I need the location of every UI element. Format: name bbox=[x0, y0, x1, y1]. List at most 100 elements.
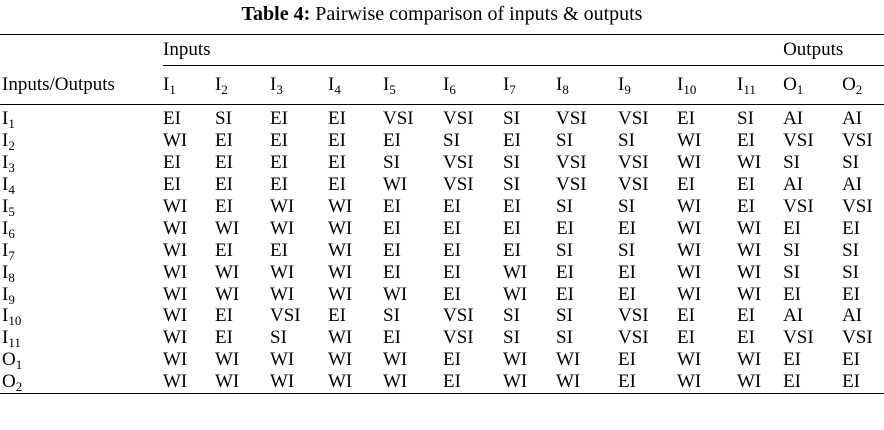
table-cell: WI bbox=[737, 283, 762, 305]
table-cell: SI bbox=[842, 239, 859, 261]
column-header-base: I bbox=[503, 74, 510, 95]
table-cell: VSI bbox=[618, 108, 649, 130]
table-cell: WI bbox=[163, 130, 188, 152]
row-label: I9 bbox=[0, 283, 163, 306]
column-header-subscript: 2 bbox=[221, 82, 228, 97]
table-cell: EI bbox=[783, 283, 801, 305]
row-label: I1 bbox=[0, 105, 163, 130]
table-cell: EI bbox=[677, 327, 695, 349]
table-row: O2 WI WI WI WI WI EI WI WI EI WI WI EI EI bbox=[0, 370, 884, 395]
table-row: O1 WI WI WI WI WI EI WI WI EI WI WI EI EI bbox=[0, 349, 884, 371]
row-label-subscript: 10 bbox=[8, 313, 22, 329]
table-cell: WI bbox=[677, 349, 702, 371]
table-cell: EI bbox=[443, 239, 461, 261]
table-cell: EI bbox=[503, 239, 521, 261]
table-cell: WI bbox=[328, 327, 353, 349]
table-cell: WI bbox=[163, 217, 188, 239]
row-label-base: I bbox=[2, 283, 9, 305]
table-cell: WI bbox=[677, 283, 702, 305]
table-cell: EI bbox=[783, 217, 801, 239]
table-cell: EI bbox=[383, 217, 401, 239]
table-cell: WI bbox=[677, 217, 702, 239]
row-label-subscript: 3 bbox=[8, 160, 15, 176]
table-cell: EI bbox=[842, 217, 860, 239]
inputs-group-label: Inputs bbox=[163, 39, 211, 60]
table-cell: WI bbox=[163, 261, 188, 283]
table-cell: VSI bbox=[783, 327, 814, 349]
row-label-base: I bbox=[2, 130, 9, 152]
column-header-i9: I9 bbox=[618, 65, 677, 105]
table-cell: WI bbox=[503, 283, 528, 305]
table-cell: SI bbox=[503, 327, 520, 349]
table-cell: EI bbox=[163, 152, 181, 174]
row-label-base: I bbox=[2, 305, 9, 327]
table-cell: SI bbox=[503, 152, 520, 174]
table-cell: EI bbox=[383, 239, 401, 261]
table-cell: AI bbox=[842, 305, 863, 327]
column-header-base: I bbox=[328, 74, 335, 95]
table-cell: SI bbox=[556, 239, 573, 261]
table-cell: SI bbox=[842, 152, 859, 174]
table-cell: EI bbox=[270, 130, 288, 152]
table-cell: VSI bbox=[618, 174, 649, 196]
table-cell: EI bbox=[328, 174, 346, 196]
table-cell: WI bbox=[270, 196, 295, 217]
table-cell: WI bbox=[270, 283, 295, 305]
table-cell: VSI bbox=[556, 174, 587, 196]
pairwise-comparison-table: Inputs Outputs Inputs/Outputs I1 I2 I3 I4 I5… bbox=[0, 34, 884, 394]
column-header-subscript: 4 bbox=[334, 82, 341, 97]
table-cell: SI bbox=[215, 108, 232, 130]
row-label-subscript: 2 bbox=[8, 138, 15, 154]
row-label-base: I bbox=[2, 261, 9, 283]
table-cell: SI bbox=[383, 305, 400, 327]
table-cell: EI bbox=[443, 349, 461, 371]
table-cell: SI bbox=[503, 305, 520, 327]
table-cell: AI bbox=[783, 108, 804, 130]
row-label: O2 bbox=[0, 370, 163, 395]
column-header-i4: I4 bbox=[328, 65, 383, 105]
column-header-i3: I3 bbox=[270, 65, 328, 105]
row-label: I5 bbox=[0, 196, 163, 218]
table-cell: VSI bbox=[443, 305, 474, 327]
row-label-base: I bbox=[2, 327, 9, 349]
table-cell: EI bbox=[443, 283, 461, 305]
table-cell: EI bbox=[737, 305, 755, 327]
column-header-base: I bbox=[443, 74, 450, 95]
column-header-o2: O2 bbox=[842, 65, 884, 105]
table-cell: SI bbox=[383, 152, 400, 174]
table-cell: EI bbox=[383, 130, 401, 152]
table-cell: VSI bbox=[842, 196, 873, 217]
row-label-base: O bbox=[2, 371, 16, 393]
table-cell: WI bbox=[163, 196, 188, 217]
table-cell: EI bbox=[215, 327, 233, 349]
column-header-subscript: 7 bbox=[509, 82, 516, 97]
row-label-subscript: 11 bbox=[8, 335, 21, 351]
outputs-group-header: Outputs bbox=[783, 34, 884, 66]
table-cell: SI bbox=[556, 305, 573, 327]
group-header-row: Inputs Outputs bbox=[0, 34, 884, 66]
column-header-subscript: 3 bbox=[276, 82, 283, 97]
corner-label: Inputs/Outputs bbox=[0, 65, 163, 105]
row-label-base: I bbox=[2, 217, 9, 239]
table-cell: EI bbox=[737, 327, 755, 349]
row-label-base: O bbox=[2, 349, 16, 371]
column-header-subscript: 2 bbox=[855, 82, 863, 97]
table-cell: VSI bbox=[842, 327, 873, 349]
table-cell: EI bbox=[737, 174, 755, 196]
table-cell: WI bbox=[215, 217, 240, 239]
table-cell: WI bbox=[737, 152, 762, 174]
row-label: O1 bbox=[0, 349, 163, 371]
row-label-subscript: 1 bbox=[15, 357, 23, 373]
column-header-base: I bbox=[383, 74, 390, 95]
column-header-base: I bbox=[270, 74, 277, 95]
table-cell: SI bbox=[556, 130, 573, 152]
row-label-subscript: 4 bbox=[8, 182, 15, 198]
table-cell: EI bbox=[842, 370, 884, 394]
row-label: I3 bbox=[0, 152, 163, 174]
row-label-subscript: 2 bbox=[15, 379, 23, 395]
table-cell: WI bbox=[328, 196, 353, 217]
table-cell: WI bbox=[163, 327, 188, 349]
table-row: I10 WI EI VSI EI SI VSI SI SI VSI EI EI AI AI bbox=[0, 305, 884, 327]
table-row: I9 WI WI WI WI WI EI WI EI EI WI WI EI EI bbox=[0, 283, 884, 306]
table-cell: SI bbox=[618, 196, 635, 217]
